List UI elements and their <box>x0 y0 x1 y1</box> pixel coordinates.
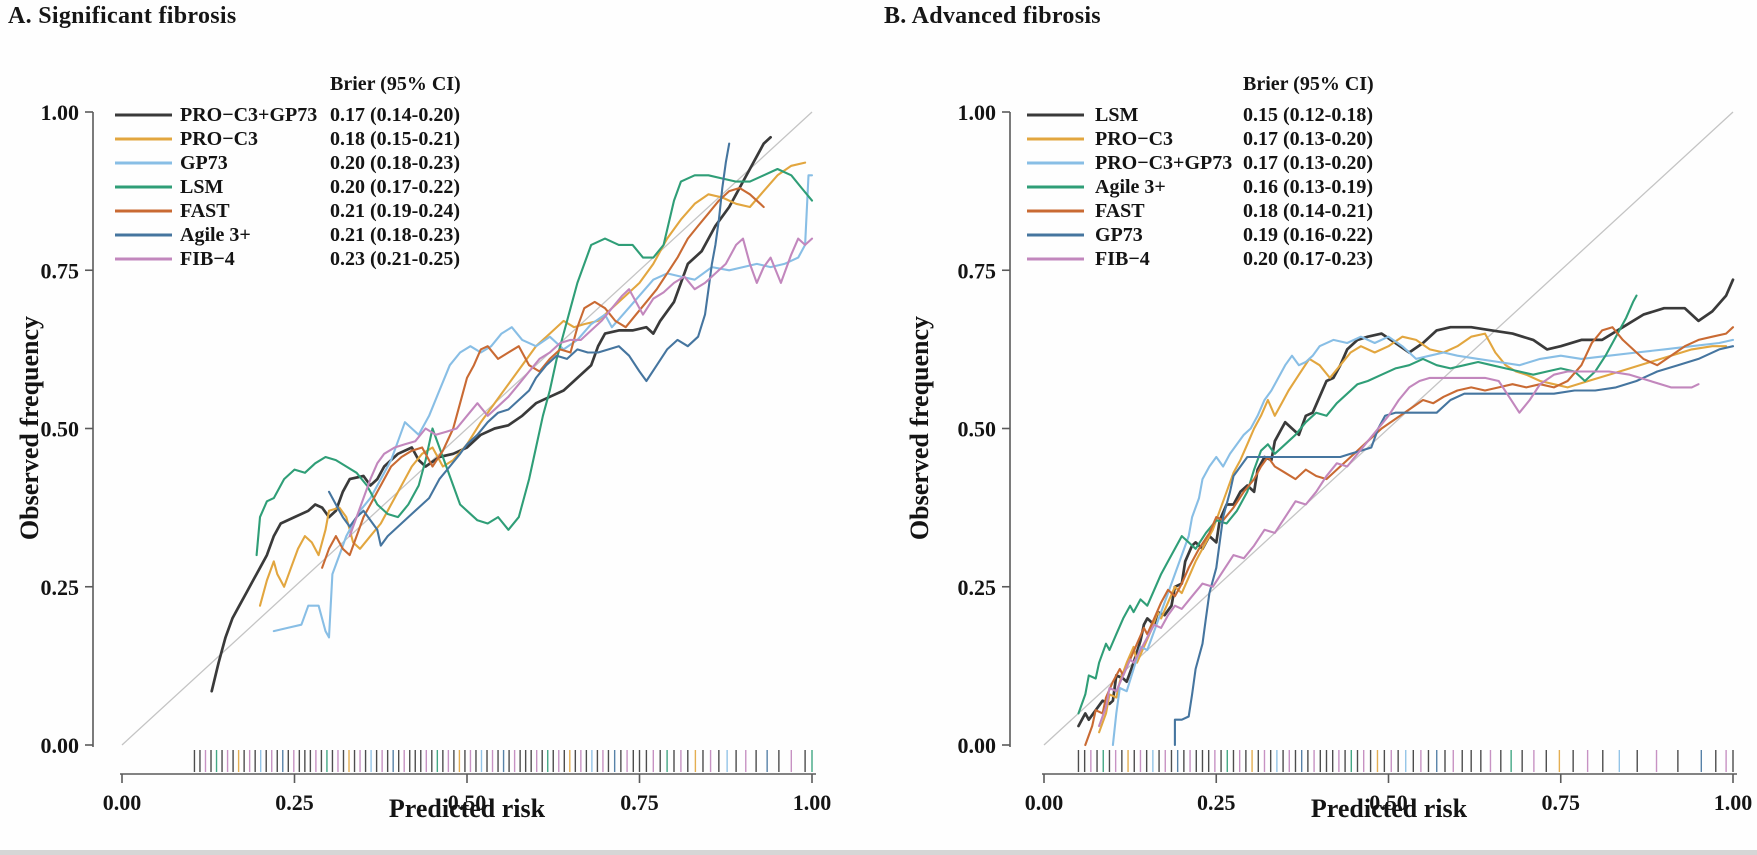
legend-brier-value: 0.20 (0.17-0.22) <box>330 176 460 198</box>
x-tick-label: 1.00 <box>1714 790 1753 815</box>
legend-brier-value: 0.18 (0.15-0.21) <box>330 128 460 150</box>
y-tick-label: 0.75 <box>41 258 80 283</box>
series-line-agile-3- <box>327 142 731 547</box>
legend-entry-label: GP73 <box>180 152 228 174</box>
x-tick-label: 0.75 <box>620 790 659 815</box>
legend-entry-label: Agile 3+ <box>180 224 251 246</box>
x-tick-label: 0.00 <box>103 790 142 815</box>
legend-entry-label: FIB−4 <box>180 248 235 270</box>
series-line-fast <box>321 186 765 569</box>
y-tick-label: 0.25 <box>958 575 997 600</box>
panel-a: 0.00 0.25 0.50 0.75 1.00 0.00 0.25 0.50 0.75 1.00… <box>41 73 832 815</box>
x-tick-label: 0.50 <box>1369 790 1408 815</box>
legend-entry-label: LSM <box>180 176 223 198</box>
legend-entry-label: FAST <box>1095 200 1145 222</box>
legend-entry-label: Agile 3+ <box>1095 176 1166 198</box>
y-tick-label: 0.25 <box>41 575 80 600</box>
series-line-lsm <box>1077 278 1735 728</box>
legend-brier-value: 0.23 (0.21-0.25) <box>330 248 460 270</box>
reference-diagonal <box>121 111 813 746</box>
legend-entry-label: PRO−C3+GP73 <box>1095 152 1232 174</box>
legend-entry-label: GP73 <box>1095 224 1143 246</box>
series-line-fast <box>1084 326 1735 747</box>
series-line-pro-c3-gp73 <box>210 135 772 693</box>
legend-header: Brier (95% CI) <box>330 73 461 95</box>
bottom-edge-strip <box>0 850 1757 855</box>
legend-brier-value: 0.20 (0.17-0.23) <box>1243 248 1373 270</box>
legend-entry-label: FIB−4 <box>1095 248 1150 270</box>
series-line-agile-3- <box>1077 294 1638 715</box>
x-tick-label: 0.25 <box>1197 790 1236 815</box>
legend-brier-value: 0.19 (0.16-0.22) <box>1243 224 1373 246</box>
x-tick-label: 0.50 <box>448 790 487 815</box>
x-tick-label: 1.00 <box>793 790 832 815</box>
series-line-fib-4 <box>1098 370 1700 728</box>
legend-brier-value: 0.21 (0.18-0.23) <box>330 224 460 246</box>
y-tick-label: 0.75 <box>958 258 997 283</box>
x-tick-label: 0.75 <box>1542 790 1581 815</box>
legend-entry-label: LSM <box>1095 104 1138 126</box>
panel-b: 0.00 0.25 0.50 0.75 1.00 0.00 0.25 0.50 0.75 1.00… <box>958 73 1753 815</box>
y-tick-label: 1.00 <box>41 100 80 125</box>
x-tick-label: 0.00 <box>1025 790 1064 815</box>
series-line-fib-4 <box>348 237 814 538</box>
series-line-pro-c3-gp73 <box>1111 335 1735 747</box>
legend-brier-value: 0.17 (0.14-0.20) <box>330 104 460 126</box>
reference-diagonal <box>1043 111 1734 746</box>
y-tick-label: 0.00 <box>41 733 80 758</box>
series-line-gp73 <box>1173 345 1735 747</box>
y-tick-label: 0.50 <box>958 417 997 442</box>
legend-entry-label: FAST <box>180 200 230 222</box>
legend-brier-value: 0.17 (0.13-0.20) <box>1243 128 1373 150</box>
legend-header: Brier (95% CI) <box>1243 73 1374 95</box>
y-tick-label: 1.00 <box>958 100 997 125</box>
legend-brier-value: 0.20 (0.18-0.23) <box>330 152 460 174</box>
legend-brier-value: 0.21 (0.19-0.24) <box>330 200 460 222</box>
x-tick-label: 0.25 <box>275 790 314 815</box>
panel-a-x-axis-label: Predicted risk <box>388 794 546 823</box>
panel-b-x-axis-label: Predicted risk <box>1310 794 1468 823</box>
series-line-lsm <box>255 167 814 557</box>
legend-brier-value: 0.17 (0.13-0.20) <box>1243 152 1373 174</box>
panel-b-title: B. Advanced fibrosis <box>884 3 1101 29</box>
legend-brier-value: 0.16 (0.13-0.19) <box>1243 176 1373 198</box>
legend-entry-label: PRO−C3 <box>1095 128 1173 150</box>
legend-entry-label: PRO−C3 <box>180 128 258 150</box>
series-line-pro-c3 <box>1098 332 1728 734</box>
y-tick-label: 0.00 <box>958 733 997 758</box>
legend-entry-label: PRO−C3+GP73 <box>180 104 317 126</box>
legend-brier-value: 0.18 (0.14-0.21) <box>1243 200 1373 222</box>
legend-brier-value: 0.15 (0.12-0.18) <box>1243 104 1373 126</box>
y-tick-label: 0.50 <box>41 417 80 442</box>
panel-a-title: A. Significant fibrosis <box>8 3 237 29</box>
